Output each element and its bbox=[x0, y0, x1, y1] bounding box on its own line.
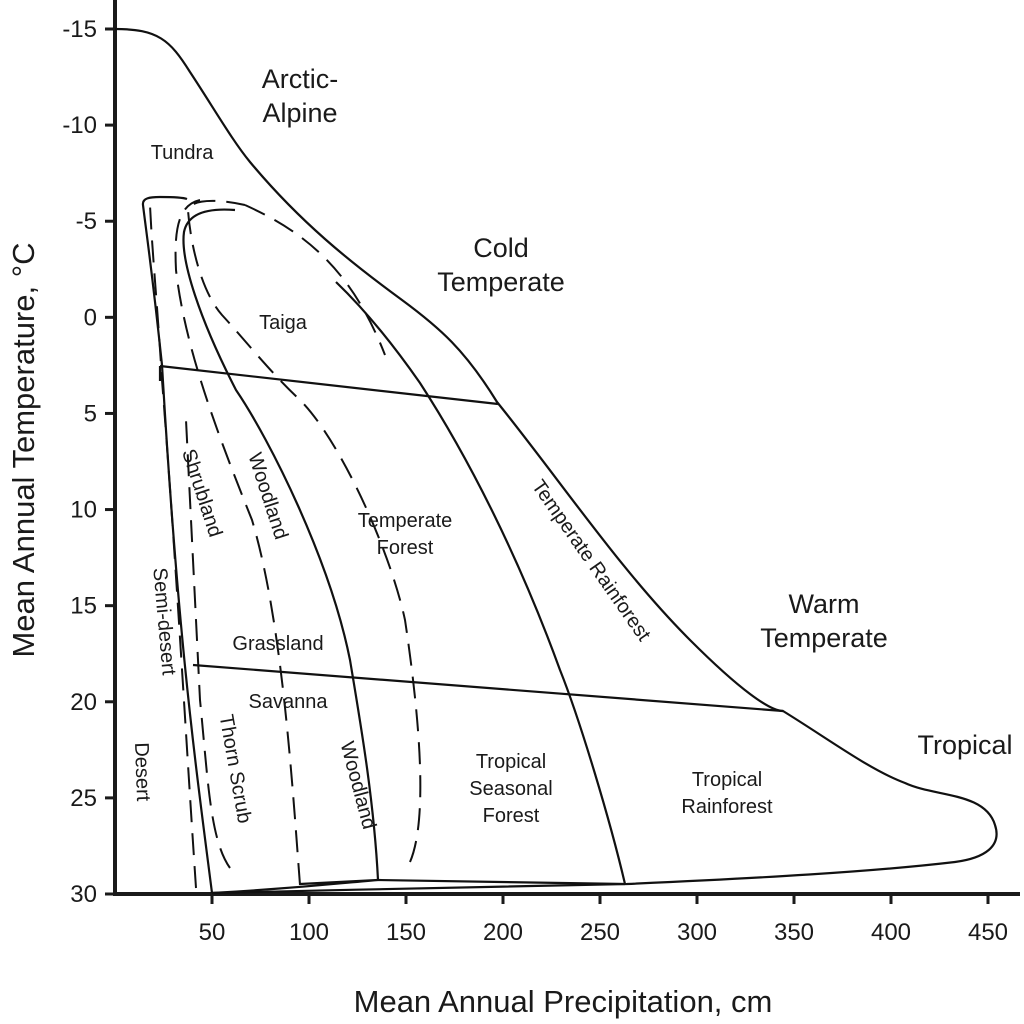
y-tick-label: 15 bbox=[70, 593, 97, 620]
biome-label-grassland: Grassland bbox=[232, 633, 323, 655]
zone-label-warm-temperate: Warm Temperate bbox=[760, 589, 888, 653]
x-tick-label: 100 bbox=[289, 919, 329, 946]
biome-label-savanna: Savanna bbox=[249, 691, 329, 713]
label-line: Temperate bbox=[760, 623, 888, 653]
label-line: Tropical bbox=[917, 730, 1012, 760]
label-line: Forest bbox=[483, 805, 540, 827]
label-line: Thorn Scrub bbox=[215, 713, 256, 825]
biome-label-tundra: Tundra bbox=[151, 142, 215, 164]
biome-label-woodland-upper: Woodland bbox=[243, 450, 292, 542]
y-tick-label: 20 bbox=[70, 689, 97, 716]
label-line: Semi-desert bbox=[148, 567, 179, 677]
label-line: Temperate bbox=[437, 267, 565, 297]
label-line: Arctic- bbox=[262, 64, 339, 94]
x-tick-label: 250 bbox=[580, 919, 620, 946]
y-tick-label: -15 bbox=[62, 16, 97, 43]
divider-warm-temperate bbox=[192, 663, 784, 713]
label-line: Temperate Rainforest bbox=[527, 476, 655, 646]
biome-label-tropical-seasonal-forest: Tropical Seasonal Forest bbox=[469, 751, 552, 827]
zone-label-cold-temperate: Cold Temperate bbox=[437, 233, 565, 297]
label-line: Rainforest bbox=[681, 796, 773, 818]
x-tick-label: 450 bbox=[968, 919, 1008, 946]
x-tick-label: 150 bbox=[386, 919, 426, 946]
dashed-shrubland bbox=[149, 204, 197, 889]
label-line: Seasonal bbox=[469, 778, 552, 800]
label-line: Woodland bbox=[336, 739, 380, 831]
divider-cold-temperate bbox=[159, 364, 499, 406]
outer-boundary bbox=[114, 27, 998, 895]
label-line: Desert bbox=[130, 742, 154, 802]
axes bbox=[113, 0, 1020, 896]
y-tick-label: -10 bbox=[62, 112, 97, 139]
label-line: Temperate bbox=[358, 510, 453, 532]
biome-label-woodland-lower: Woodland bbox=[336, 739, 380, 831]
biome-label-tropical-rainforest: Tropical Rainforest bbox=[681, 769, 773, 818]
label-line: Savanna bbox=[249, 691, 329, 713]
label-line: Cold bbox=[473, 233, 529, 263]
label-line: Woodland bbox=[243, 450, 292, 542]
zone-label-arctic-alpine: Arctic- Alpine bbox=[262, 64, 339, 128]
x-tick-label: 50 bbox=[199, 919, 226, 946]
y-tick-label: 30 bbox=[70, 881, 97, 908]
x-tick-label: 400 bbox=[871, 919, 911, 946]
dashed-woodland bbox=[174, 199, 301, 886]
y-tick-label: 5 bbox=[84, 400, 97, 427]
label-line: Tropical bbox=[476, 751, 546, 773]
y-tick-label: -5 bbox=[76, 208, 97, 235]
label-line: Forest bbox=[377, 537, 434, 559]
label-line: Warm bbox=[789, 589, 860, 619]
biome-label-temperate-rainforest: Temperate Rainforest bbox=[527, 476, 655, 646]
x-tick-label: 300 bbox=[677, 919, 717, 946]
label-line: Tropical bbox=[692, 769, 762, 791]
y-axis-title: Mean Annual Temperature, °C bbox=[6, 242, 41, 657]
x-tick-label: 350 bbox=[774, 919, 814, 946]
label-line: Taiga bbox=[259, 312, 308, 334]
biome-label-shrubland: Shrubland bbox=[177, 446, 226, 540]
biome-label-temperate-forest: Temperate Forest bbox=[358, 510, 453, 559]
biome-label-semi-desert: Semi-desert bbox=[148, 567, 179, 677]
dashed-forest-inner bbox=[185, 419, 231, 869]
biome-label-taiga: Taiga bbox=[259, 312, 308, 334]
y-tick-label: 0 bbox=[84, 304, 97, 331]
desert-boundary bbox=[141, 195, 214, 894]
biome-label-desert: Desert bbox=[130, 742, 154, 802]
woodland-boundary bbox=[182, 208, 380, 881]
x-ticks: 50 100 150 200 250 300 350 400 450 bbox=[199, 894, 1008, 946]
label-line: Shrubland bbox=[177, 446, 226, 540]
y-ticks: -15 -10 -5 0 5 10 15 20 25 30 bbox=[62, 16, 115, 908]
label-line: Tundra bbox=[151, 142, 215, 164]
x-axis-title: Mean Annual Precipitation, cm bbox=[354, 984, 773, 1019]
label-line: Alpine bbox=[262, 98, 337, 128]
label-line: Grassland bbox=[232, 633, 323, 655]
dashed-taiga-top bbox=[244, 204, 386, 356]
y-tick-label: 25 bbox=[70, 785, 97, 812]
bottom-boundary bbox=[211, 878, 626, 895]
forest-rainforest-boundary bbox=[335, 281, 627, 885]
x-tick-label: 200 bbox=[483, 919, 523, 946]
y-tick-label: 10 bbox=[70, 497, 97, 524]
zone-label-tropical: Tropical bbox=[917, 730, 1012, 760]
biome-label-thorn-scrub: Thorn Scrub bbox=[215, 713, 256, 825]
